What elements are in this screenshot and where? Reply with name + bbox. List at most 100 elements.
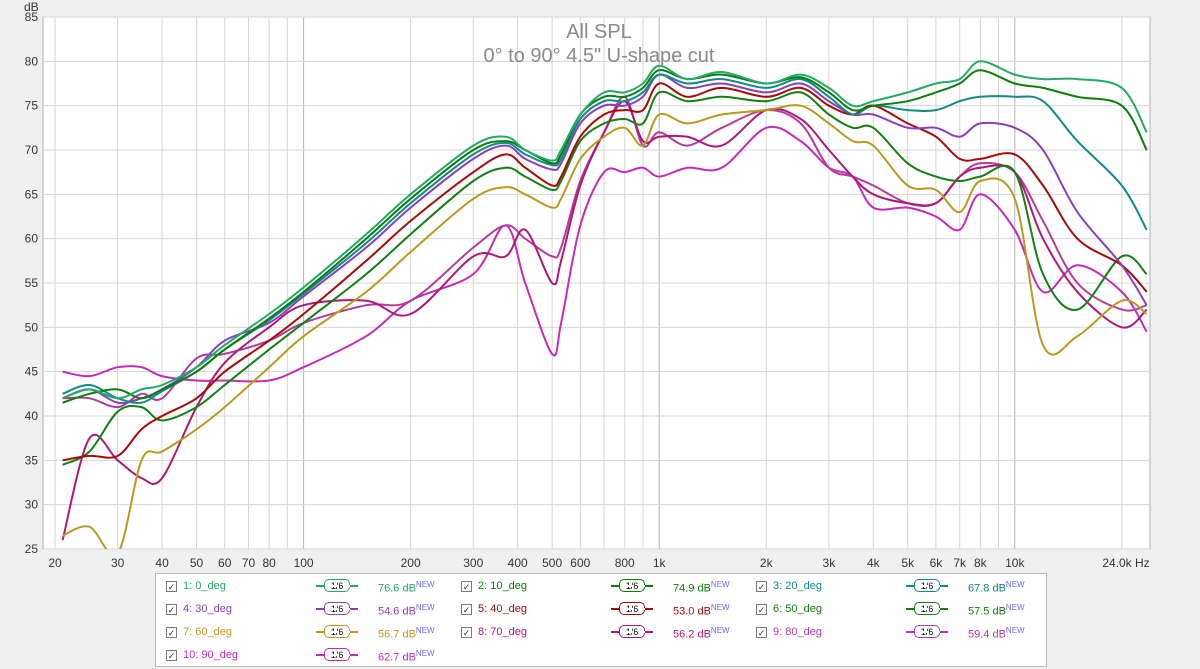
legend-swatch (350, 631, 358, 633)
legend-checkbox[interactable]: ✓ (166, 649, 177, 661)
new-badge: NEW (1005, 626, 1025, 635)
smoothing-button[interactable]: 1/6 (619, 602, 647, 615)
legend-value: 67.8 dBNEW (968, 580, 1025, 595)
series-line-10_deg (62, 69, 1148, 404)
legend-swatch (316, 608, 324, 610)
y-tick-label: 75 (25, 99, 39, 113)
smoothing-button[interactable]: 1/6 (914, 579, 942, 592)
series-line-40_deg (62, 82, 1148, 462)
smoothing-button[interactable]: 1/6 (324, 579, 352, 592)
legend-checkbox[interactable]: ✓ (461, 603, 472, 615)
legend-item-70_deg[interactable]: ✓ 8: 70_deg 1/6 56.2 dBNEW (461, 623, 746, 641)
legend-swatch (940, 631, 948, 633)
x-tick-label: 400 (508, 556, 528, 570)
legend-item-60_deg[interactable]: ✓ 7: 60_deg 1/6 56.7 dBNEW (166, 623, 451, 641)
legend-swatch (350, 608, 358, 610)
smoothing-button[interactable]: 1/6 (914, 625, 942, 638)
series-line-30_deg (62, 73, 1148, 405)
smoothing-button[interactable]: 1/6 (324, 602, 352, 615)
new-badge: NEW (1005, 603, 1025, 612)
x-tick-label: 100 (294, 556, 314, 570)
legend-item-50_deg[interactable]: ✓ 6: 50_deg 1/6 57.5 dBNEW (756, 600, 1041, 618)
legend-value: 62.7 dBNEW (378, 649, 435, 664)
smoothing-button[interactable]: 1/6 (619, 579, 647, 592)
legend-swatch (906, 631, 914, 633)
legend-item-40_deg[interactable]: ✓ 5: 40_deg 1/6 53.0 dBNEW (461, 600, 746, 618)
smoothing-button[interactable]: 1/6 (324, 625, 352, 638)
legend-checkbox[interactable]: ✓ (756, 626, 767, 638)
x-tick-label: 6k (930, 556, 944, 570)
legend-swatch (940, 608, 948, 610)
y-tick-label: 85 (25, 10, 39, 24)
smoothing-button[interactable]: 1/6 (324, 648, 352, 661)
new-badge: NEW (710, 626, 730, 635)
x-tick-label: 2k (760, 556, 774, 570)
legend-swatch (906, 585, 914, 587)
x-tick-label: 40 (155, 556, 169, 570)
legend-label: 10: 90_deg (183, 649, 239, 661)
legend-label: 3: 20_deg (773, 580, 822, 592)
legend-swatch (316, 631, 324, 633)
x-tick-label: 5k (901, 556, 915, 570)
legend-label: 8: 70_deg (478, 626, 527, 638)
y-tick-label: 65 (25, 187, 39, 201)
series-line-90_deg (62, 125, 1148, 383)
x-tick-label: 60 (218, 556, 232, 570)
x-tick-label: 1k (653, 556, 667, 570)
legend-swatch (350, 654, 358, 656)
legend-label: 1: 0_deg (183, 580, 226, 592)
series-line-60_deg (62, 104, 1148, 549)
x-tick-label: 30 (111, 556, 125, 570)
legend-value: 76.6 dBNEW (378, 580, 435, 595)
x-tick-label: 500 (542, 556, 562, 570)
x-tick-label: 4k (867, 556, 881, 570)
legend-item-10_deg[interactable]: ✓ 2: 10_deg 1/6 74.9 dBNEW (461, 577, 746, 595)
legend-label: 9: 80_deg (773, 626, 822, 638)
legend-checkbox[interactable]: ✓ (756, 580, 767, 592)
x-tick-label: 8k (974, 556, 988, 570)
new-badge: NEW (710, 603, 730, 612)
legend-item-90_deg[interactable]: ✓ 10: 90_deg 1/6 62.7 dBNEW (166, 646, 451, 664)
y-tick-label: 30 (25, 498, 39, 512)
x-tick-label: 600 (570, 556, 590, 570)
y-tick-label: 35 (25, 453, 39, 467)
x-tick-label: 300 (463, 556, 483, 570)
legend-item-0_deg[interactable]: ✓ 1: 0_deg 1/6 76.6 dBNEW (166, 577, 451, 595)
legend-value: 74.9 dBNEW (673, 580, 730, 595)
legend-swatch (645, 608, 653, 610)
x-tick-label: 200 (401, 556, 421, 570)
legend-value: 54.6 dBNEW (378, 603, 435, 618)
legend-checkbox[interactable]: ✓ (756, 603, 767, 615)
new-badge: NEW (415, 580, 435, 589)
legend-swatch (611, 608, 619, 610)
spl-chart: 25 30 35 40 45 50 55 60 65 70 75 80 85 20 30 40 50 60 70 80… (24, 0, 1151, 570)
new-badge: NEW (415, 603, 435, 612)
x-tick-label: 24.0k Hz (1102, 556, 1149, 570)
new-badge: NEW (710, 580, 730, 589)
y-tick-label: 40 (25, 409, 39, 423)
legend-item-30_deg[interactable]: ✓ 4: 30_deg 1/6 54.6 dBNEW (166, 600, 451, 618)
legend-checkbox[interactable]: ✓ (461, 626, 472, 638)
legend-swatch (940, 585, 948, 587)
legend-swatch (611, 585, 619, 587)
y-tick-label: 55 (25, 276, 39, 290)
chart-subtitle: 0° to 90° 4.5" U-shape cut (483, 45, 714, 67)
smoothing-button[interactable]: 1/6 (914, 602, 942, 615)
legend-item-80_deg[interactable]: ✓ 9: 80_deg 1/6 59.4 dBNEW (756, 623, 1041, 641)
legend-swatch (316, 654, 324, 656)
legend-checkbox[interactable]: ✓ (166, 603, 177, 615)
legend-checkbox[interactable]: ✓ (166, 626, 177, 638)
legend-checkbox[interactable]: ✓ (166, 580, 177, 592)
legend-item-20_deg[interactable]: ✓ 3: 20_deg 1/6 67.8 dBNEW (756, 577, 1041, 595)
legend-swatch (645, 585, 653, 587)
smoothing-button[interactable]: 1/6 (619, 625, 647, 638)
legend-swatch (611, 631, 619, 633)
legend-label: 6: 50_deg (773, 603, 822, 615)
legend-value: 57.5 dBNEW (968, 603, 1025, 618)
y-axis-label: dB (24, 0, 39, 14)
y-tick-label: 25 (25, 542, 39, 556)
legend-checkbox[interactable]: ✓ (461, 580, 472, 592)
legend-swatch (906, 608, 914, 610)
chart-svg: 25 30 35 40 45 50 55 60 65 70 75 80 85 20 30 40 50 60 70 80… (24, 0, 1151, 570)
legend-label: 2: 10_deg (478, 580, 527, 592)
